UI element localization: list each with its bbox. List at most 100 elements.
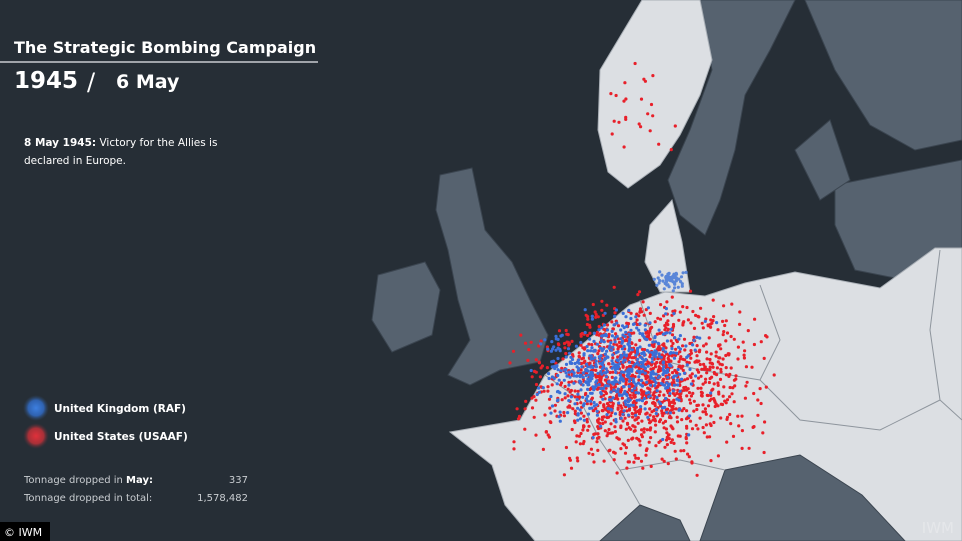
- stat-text: Tonnage dropped in: [23, 475, 123, 486]
- bomb-dot: [519, 333, 523, 337]
- bomb-dot: [633, 386, 637, 390]
- bomb-dot: [598, 358, 602, 362]
- bomb-dot: [555, 382, 559, 386]
- bomb-dot: [546, 347, 550, 351]
- bomb-dot: [682, 320, 686, 324]
- bomb-dot: [553, 409, 557, 413]
- bomb-dot: [576, 418, 580, 422]
- bomb-dot: [651, 353, 655, 357]
- stat-value: 1,578,482: [197, 493, 248, 504]
- bomb-dot: [632, 460, 636, 464]
- bomb-dot: [652, 377, 656, 381]
- bomb-dot: [631, 415, 635, 419]
- bomb-dot: [560, 398, 564, 402]
- bomb-dot: [605, 328, 610, 332]
- bomb-dot: [579, 388, 583, 392]
- bomb-dot: [702, 344, 706, 348]
- bomb-dot: [697, 315, 701, 319]
- bomb-dot: [673, 281, 677, 285]
- bomb-dot: [621, 364, 625, 368]
- bomb-dot: [616, 355, 620, 359]
- bomb-dot: [573, 409, 577, 413]
- bomb-dot: [596, 374, 600, 379]
- bomb-dot: [616, 387, 620, 391]
- bomb-dot: [611, 396, 615, 400]
- gotland: [794, 119, 851, 201]
- bomb-dot: [541, 447, 546, 451]
- bomb-dot: [537, 344, 541, 348]
- bomb-dot: [564, 371, 568, 375]
- bomb-dot: [639, 125, 643, 129]
- bomb-dot: [662, 344, 666, 348]
- bomb-dot: [685, 388, 689, 392]
- bomb-dot: [681, 368, 685, 372]
- bomb-dot: [631, 379, 636, 383]
- bomb-dot: [682, 371, 687, 375]
- sweden: [667, 0, 796, 236]
- bomb-dot: [687, 433, 691, 437]
- bomb-dot: [752, 391, 756, 396]
- bomb-dot: [613, 425, 617, 429]
- bomb-dot: [654, 423, 658, 427]
- bomb-dot: [626, 438, 630, 442]
- bomb-dot: [682, 337, 687, 341]
- bomb-dot: [640, 347, 645, 351]
- bomb-dot: [634, 456, 638, 460]
- bomb-dot: [592, 460, 596, 464]
- bomb-dot: [629, 328, 633, 332]
- bomb-dot: [622, 99, 626, 103]
- bomb-dot: [647, 440, 651, 444]
- bomb-dot: [672, 356, 677, 360]
- bomb-dot: [591, 374, 595, 378]
- bomb-dot: [674, 338, 679, 342]
- bomb-dot: [619, 328, 623, 332]
- bomb-dot: [678, 372, 682, 376]
- bomb-dot: [629, 311, 633, 315]
- bomb-dot: [618, 381, 622, 385]
- bomb-dot: [627, 384, 631, 388]
- bomb-dot: [666, 283, 670, 287]
- balkans: [699, 454, 906, 541]
- bomb-dot: [653, 349, 657, 353]
- bomb-dot: [591, 452, 595, 457]
- bomb-dot: [646, 415, 650, 419]
- bomb-dot: [668, 401, 672, 405]
- bomb-dot: [631, 403, 635, 407]
- bomb-dot: [587, 424, 591, 428]
- bomb-dot: [670, 278, 674, 282]
- bomb-dot: [666, 375, 670, 379]
- bomb-dot: [538, 375, 543, 379]
- bomb-dot: [550, 360, 554, 364]
- bomb-dot: [653, 384, 657, 388]
- bomb-dot: [534, 370, 538, 374]
- bomb-dot: [579, 380, 583, 384]
- bomb-dot: [588, 331, 592, 335]
- bomb-dot: [621, 324, 625, 328]
- bomb-dot: [667, 403, 672, 407]
- bomb-dot: [703, 380, 708, 384]
- bomb-dot: [602, 393, 606, 397]
- legend-label: United Kingdom (RAF): [54, 403, 186, 415]
- bomb-dot: [606, 431, 610, 435]
- bomb-dot: [764, 385, 768, 389]
- bomb-dot: [703, 319, 707, 323]
- bomb-dot: [595, 387, 600, 391]
- bomb-dot: [721, 357, 725, 361]
- bomb-dot: [612, 323, 616, 327]
- bomb-dot: [688, 398, 692, 402]
- bomb-dot: [581, 371, 586, 375]
- bomb-dot: [670, 344, 674, 348]
- bomb-dot: [582, 352, 586, 356]
- bomb-dot: [563, 368, 567, 372]
- bomb-dot: [636, 421, 640, 425]
- bomb-dot: [603, 420, 607, 424]
- bomb-dot: [638, 309, 642, 313]
- bomb-dot: [556, 368, 560, 372]
- bomb-dot: [712, 382, 716, 386]
- bomb-dot: [553, 403, 558, 407]
- bomb-dot: [589, 354, 594, 358]
- bomb-dot: [714, 350, 718, 354]
- bomb-dot: [611, 402, 615, 406]
- bomb-dot: [537, 386, 541, 390]
- bomb-dot: [664, 438, 669, 442]
